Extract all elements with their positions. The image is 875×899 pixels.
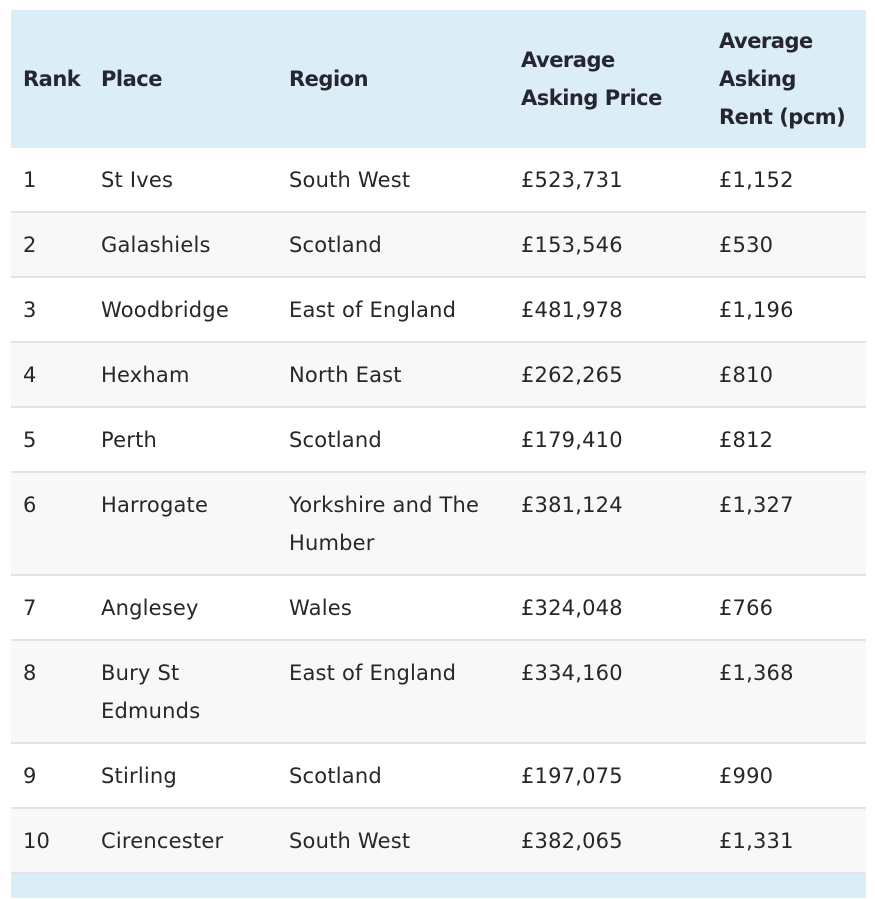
cell-price: £153,546 [509, 211, 707, 277]
cell-region: Scotland [277, 211, 509, 277]
cell-rank: 8 [11, 639, 89, 743]
cell-rent: £810 [707, 341, 866, 407]
table-row: 5 Perth Scotland £179,410 £812 [11, 406, 866, 472]
table-row: 6 Harrogate Yorkshire and The Humber £38… [11, 471, 866, 575]
column-header-rent: Average Asking Rent (pcm) [707, 10, 866, 148]
cell-rank: 9 [11, 742, 89, 808]
cell-rank: 10 [11, 807, 89, 872]
ranking-table: Rank Place Region Average Asking Price A… [11, 10, 866, 872]
cell-place: Perth [89, 406, 277, 472]
header-row: Rank Place Region Average Asking Price A… [11, 10, 866, 148]
cell-rent: £1,331 [707, 807, 866, 872]
column-header-price: Average Asking Price [509, 10, 707, 148]
cell-price: £481,978 [509, 276, 707, 342]
cell-region: Scotland [277, 406, 509, 472]
cell-price: £179,410 [509, 406, 707, 472]
cell-region: North East [277, 341, 509, 407]
cell-rent: £1,368 [707, 639, 866, 743]
table-row: 2 Galashiels Scotland £153,546 £530 [11, 211, 866, 277]
cell-rank: 3 [11, 276, 89, 342]
cell-place: Cirencester [89, 807, 277, 872]
cell-price: £262,265 [509, 341, 707, 407]
cell-price: £334,160 [509, 639, 707, 743]
cell-rent: £1,152 [707, 148, 866, 212]
table-footer-band [11, 872, 866, 898]
cell-rent: £1,327 [707, 471, 866, 575]
cell-place: Stirling [89, 742, 277, 808]
cell-region: East of England [277, 639, 509, 743]
cell-rent: £1,196 [707, 276, 866, 342]
cell-place: Hexham [89, 341, 277, 407]
table-row: 4 Hexham North East £262,265 £810 [11, 341, 866, 407]
cell-price: £382,065 [509, 807, 707, 872]
table-body: 1 St Ives South West £523,731 £1,152 2 G… [11, 148, 866, 872]
cell-place: Woodbridge [89, 276, 277, 342]
cell-region: East of England [277, 276, 509, 342]
cell-rent: £812 [707, 406, 866, 472]
cell-place: Anglesey [89, 574, 277, 640]
column-header-region: Region [277, 10, 509, 148]
cell-rank: 5 [11, 406, 89, 472]
table-header: Rank Place Region Average Asking Price A… [11, 10, 866, 148]
table-row: 7 Anglesey Wales £324,048 £766 [11, 574, 866, 640]
cell-price: £523,731 [509, 148, 707, 212]
cell-region: South West [277, 148, 509, 212]
table-row: 10 Cirencester South West £382,065 £1,33… [11, 807, 866, 872]
cell-price: £197,075 [509, 742, 707, 808]
cell-region: Wales [277, 574, 509, 640]
cell-rank: 4 [11, 341, 89, 407]
cell-place: St Ives [89, 148, 277, 212]
cell-rent: £530 [707, 211, 866, 277]
cell-place: Bury St Edmunds [89, 639, 277, 743]
cell-rank: 7 [11, 574, 89, 640]
cell-region: Scotland [277, 742, 509, 808]
cell-place: Galashiels [89, 211, 277, 277]
cell-price: £381,124 [509, 471, 707, 575]
ranking-table-container: Rank Place Region Average Asking Price A… [11, 10, 866, 898]
cell-price: £324,048 [509, 574, 707, 640]
cell-rank: 6 [11, 471, 89, 575]
table-row: 3 Woodbridge East of England £481,978 £1… [11, 276, 866, 342]
column-header-place: Place [89, 10, 277, 148]
table-row: 1 St Ives South West £523,731 £1,152 [11, 148, 866, 212]
cell-rank: 2 [11, 211, 89, 277]
column-header-rank: Rank [11, 10, 89, 148]
cell-place: Harrogate [89, 471, 277, 575]
cell-region: Yorkshire and The Humber [277, 471, 509, 575]
table-row: 8 Bury St Edmunds East of England £334,1… [11, 639, 866, 743]
cell-rent: £766 [707, 574, 866, 640]
cell-region: South West [277, 807, 509, 872]
table-row: 9 Stirling Scotland £197,075 £990 [11, 742, 866, 808]
cell-rent: £990 [707, 742, 866, 808]
cell-rank: 1 [11, 148, 89, 212]
